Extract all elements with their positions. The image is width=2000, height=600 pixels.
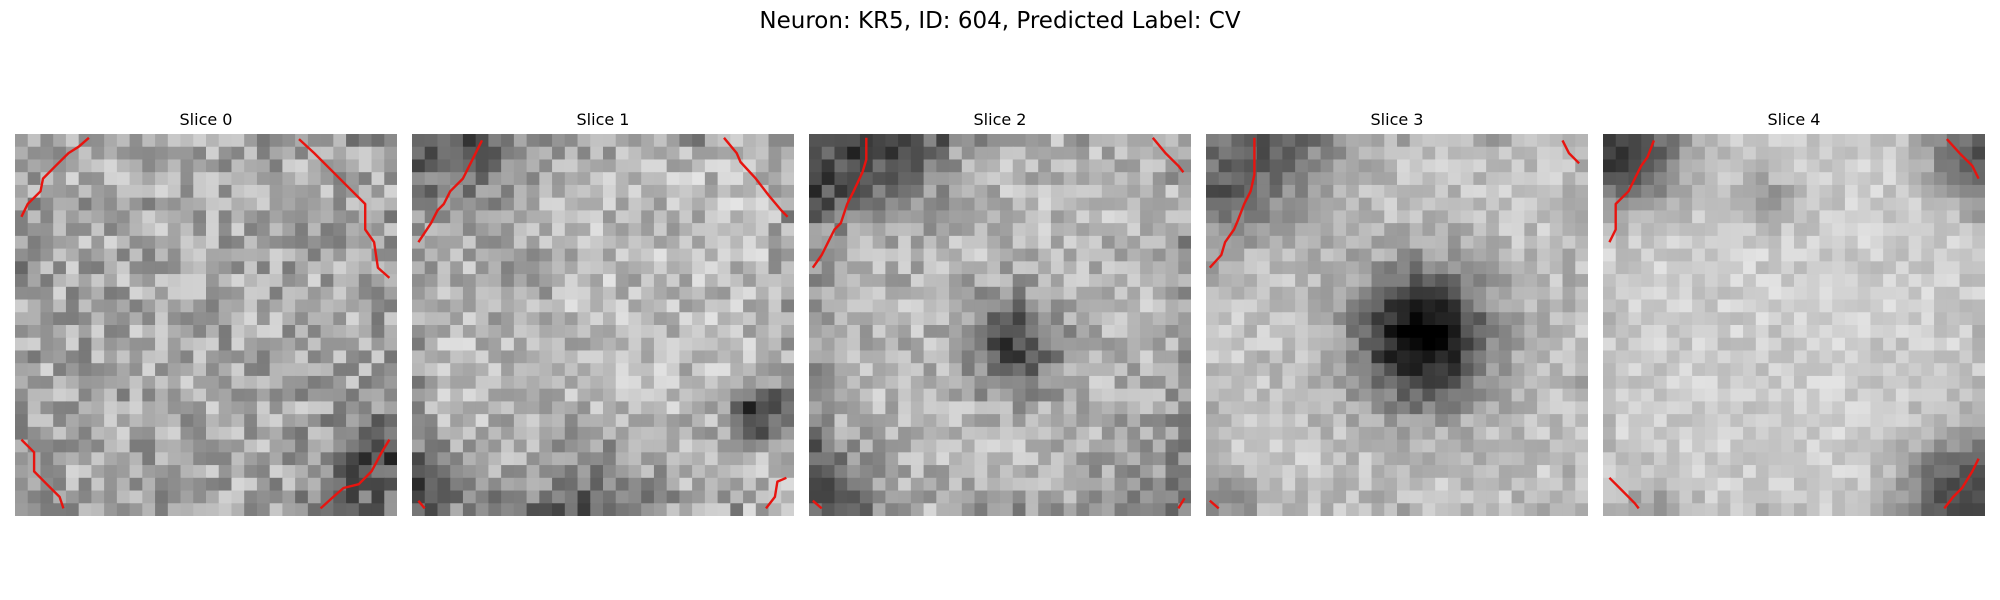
contour-line-3 xyxy=(417,499,426,510)
contour-line-0 xyxy=(20,136,90,218)
contour-line-1 xyxy=(1945,138,1980,180)
contour-line-1 xyxy=(298,138,391,279)
slice-title-0: Slice 0 xyxy=(179,110,233,129)
slice-image-1 xyxy=(412,134,794,516)
contour-line-0 xyxy=(1608,139,1656,243)
contour-line-3 xyxy=(1943,458,1980,510)
pixel-grid xyxy=(1603,134,1985,516)
slice-image-2 xyxy=(809,134,1191,516)
contour-line-1 xyxy=(1151,137,1185,173)
contour-line-2 xyxy=(812,499,823,510)
slice-title-1: Slice 1 xyxy=(576,110,630,129)
contour-line-2 xyxy=(20,438,65,509)
pixel-grid xyxy=(809,134,1191,516)
pixel-grid xyxy=(412,134,794,516)
contour-line-2 xyxy=(1209,499,1220,510)
contour-line-3 xyxy=(1177,497,1186,510)
slice-image-4 xyxy=(1603,134,1985,516)
slice-title-4: Slice 4 xyxy=(1767,110,1821,129)
slice-title-3: Slice 3 xyxy=(1370,110,1424,129)
contour-line-2 xyxy=(765,476,787,510)
slice-title-2: Slice 2 xyxy=(973,110,1027,129)
contour-line-1 xyxy=(723,137,789,218)
slice-image-0 xyxy=(15,134,397,516)
figure-title: Neuron: KR5, ID: 604, Predicted Label: C… xyxy=(759,8,1241,34)
contour-line-2 xyxy=(1608,476,1640,510)
contour-line-0 xyxy=(811,137,868,269)
contour-line-0 xyxy=(417,139,484,243)
contour-line-3 xyxy=(319,438,391,510)
pixel-grid xyxy=(1206,134,1588,516)
slice-image-3 xyxy=(1206,134,1588,516)
contour-line-0 xyxy=(1208,137,1256,269)
contour-line-1 xyxy=(1561,139,1580,165)
pixel-grid xyxy=(15,134,397,516)
